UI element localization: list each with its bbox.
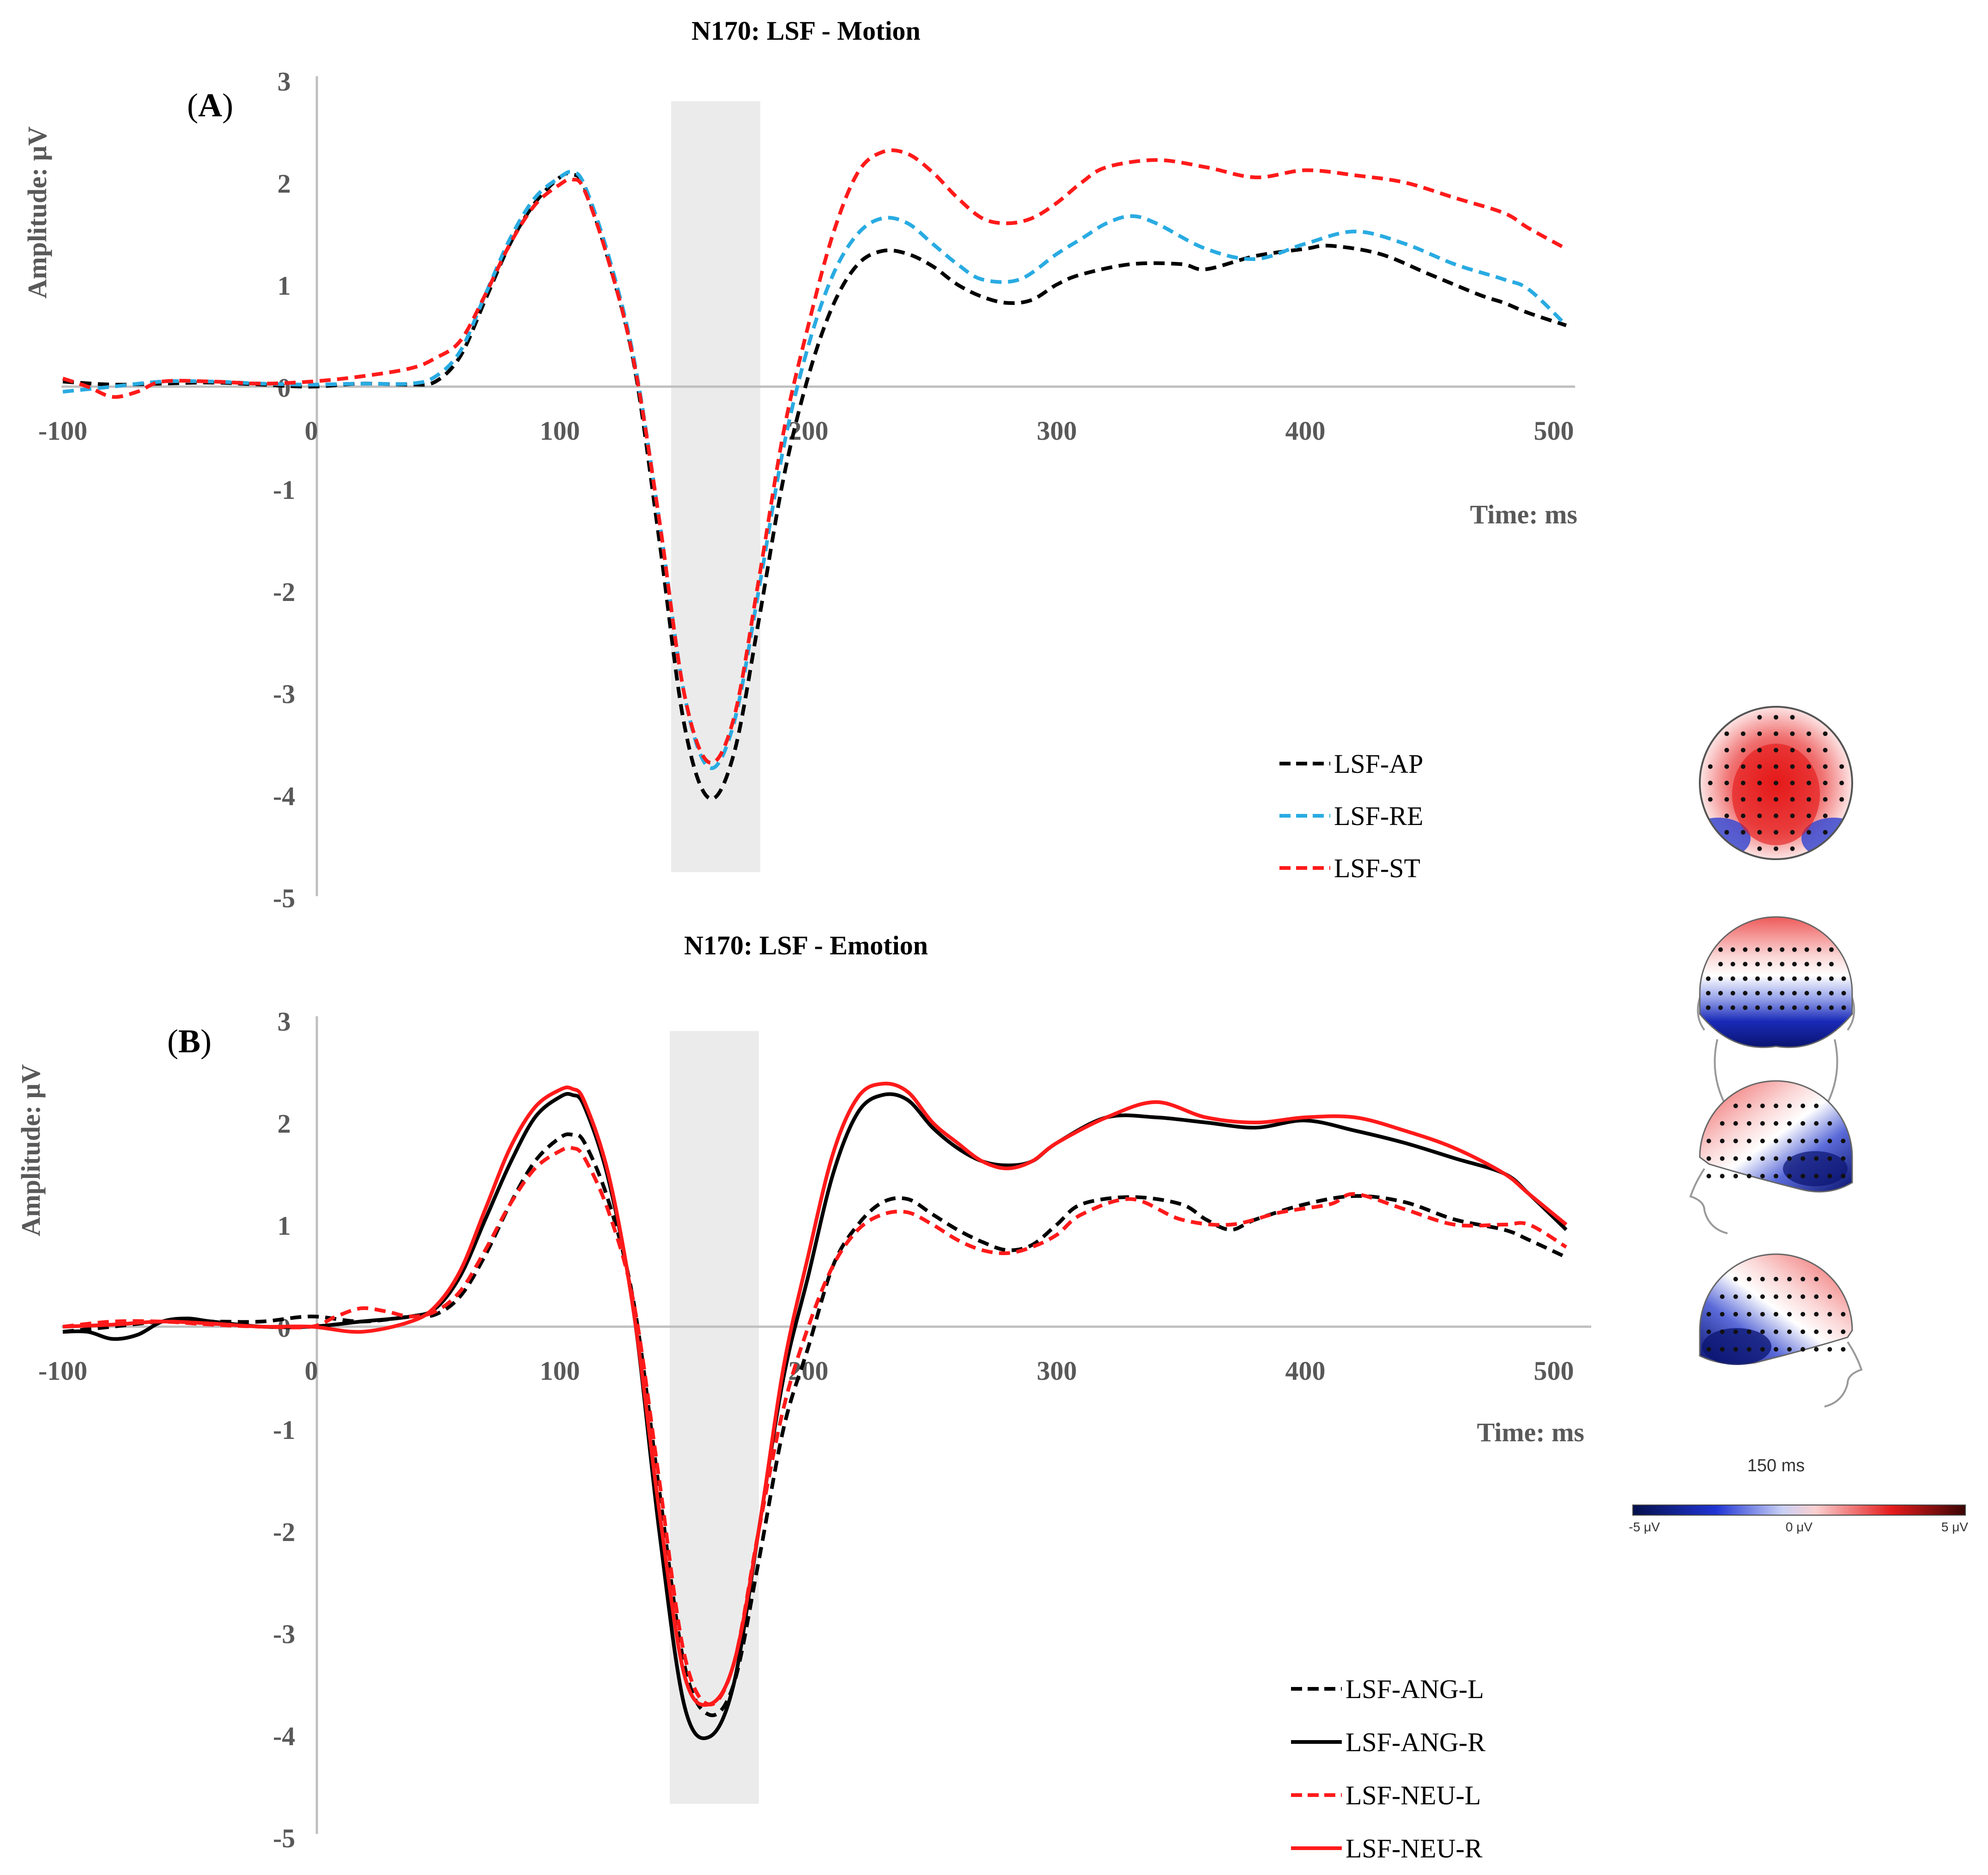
panela-ytick-3: 0 (278, 373, 291, 403)
panelb-series-lsf-ang-l (62, 1132, 1567, 1717)
panel-b-highlight-window (670, 1031, 759, 1804)
panelb-ytick-7: -4 (273, 1721, 295, 1751)
panelb-xtick-0: -100 (38, 1356, 87, 1386)
panelb-ytick-6: -3 (273, 1619, 295, 1649)
panela-xtick-2: 100 (540, 416, 580, 446)
panelb-legend-label-1: LSF-ANG-R (1346, 1727, 1485, 1757)
panel-a-highlight-window (671, 101, 760, 872)
panela-series-lsf-ap (62, 171, 1567, 801)
topomap-top-view (1699, 706, 1853, 860)
topomap-time-label: 150 ms (1747, 1456, 1805, 1475)
panela-ytick-4: -1 (273, 475, 295, 505)
panelb-xtick-2: 100 (540, 1356, 580, 1386)
panela-series-lsf-re (62, 170, 1568, 770)
panela-ytick-8: -5 (273, 883, 295, 913)
panelb-legend-label-0: LSF-ANG-L (1346, 1674, 1484, 1704)
panela-xtick-6: 500 (1534, 416, 1574, 446)
topomap-left-view (1699, 1253, 1863, 1408)
panela-xtick-5: 400 (1285, 416, 1326, 446)
panelb-ytick-4: -1 (273, 1415, 295, 1445)
panelb-xtick-4: 300 (1037, 1356, 1077, 1386)
panela-legend-label-2: LSF-ST (1334, 853, 1420, 883)
panelb-xtick-1: 0 (305, 1356, 318, 1386)
panela-legend-label-0: LSF-AP (1334, 749, 1423, 779)
panelb-ytick-8: -5 (273, 1823, 295, 1853)
panel-b-xlabel: Time: ms (1477, 1417, 1584, 1447)
topomap-right-view (1689, 1080, 1853, 1234)
panelb-series-lsf-neu-r (62, 1081, 1568, 1707)
panela-legend-label-1: LSF-RE (1334, 801, 1423, 831)
colorbar-mid-label: 0 μV (1786, 1520, 1812, 1534)
panelb-ytick-5: -2 (273, 1517, 295, 1547)
panel-a-title: N170: LSF - Motion (691, 16, 921, 46)
colorbar (1632, 1505, 1966, 1516)
panel-b-ylabel: Amplitude: μV (16, 1064, 46, 1236)
panelb-legend-label-2: LSF-NEU-L (1346, 1780, 1481, 1810)
panela-ytick-0: 3 (278, 67, 291, 97)
panelb-ytick-1: 2 (278, 1109, 291, 1139)
panel-a-ylabel: Amplitude: μV (22, 126, 52, 298)
panelb-ytick-0: 3 (278, 1007, 291, 1037)
colorbar-min-label: -5 μV (1629, 1520, 1660, 1534)
panela-series-lsf-st (62, 148, 1567, 765)
panel-b-title: N170: LSF - Emotion (684, 930, 928, 960)
panel-b-label: (B) (167, 1023, 212, 1060)
panel-b-legend: LSF-ANG-L LSF-ANG-R LSF-NEU-L LSF-NEU-R (1291, 1674, 1485, 1863)
panel-a-xlabel: Time: ms (1470, 499, 1577, 529)
colorbar-max-label: 5 μV (1941, 1520, 1968, 1534)
panel-a-legend: LSF-AP LSF-RE LSF-ST (1279, 749, 1423, 883)
panelb-legend-label-3: LSF-NEU-R (1346, 1833, 1483, 1863)
panel-a-label: (A) (187, 87, 233, 124)
panelb-ytick-2: 1 (278, 1211, 291, 1241)
topomap-back-view (1697, 916, 1855, 1109)
panela-ytick-7: -4 (273, 781, 295, 811)
panela-ytick-2: 1 (278, 271, 291, 301)
topomap-panel: 150 ms -5 μV 0 μV 5 μV (1629, 706, 1968, 1534)
panela-xtick-0: -100 (38, 416, 87, 446)
panel-a-label-letter: A (198, 87, 222, 124)
panela-ytick-6: -3 (273, 679, 295, 709)
panelb-xtick-6: 500 (1534, 1356, 1574, 1386)
panela-xtick-4: 300 (1037, 416, 1077, 446)
panelb-xtick-5: 400 (1285, 1356, 1326, 1386)
panela-ytick-5: -2 (273, 577, 295, 607)
panela-xtick-1: 0 (305, 416, 318, 446)
panel-b-label-letter: B (178, 1023, 200, 1060)
panela-ytick-1: 2 (278, 169, 291, 199)
panelb-series-lsf-ang-r (62, 1092, 1568, 1740)
